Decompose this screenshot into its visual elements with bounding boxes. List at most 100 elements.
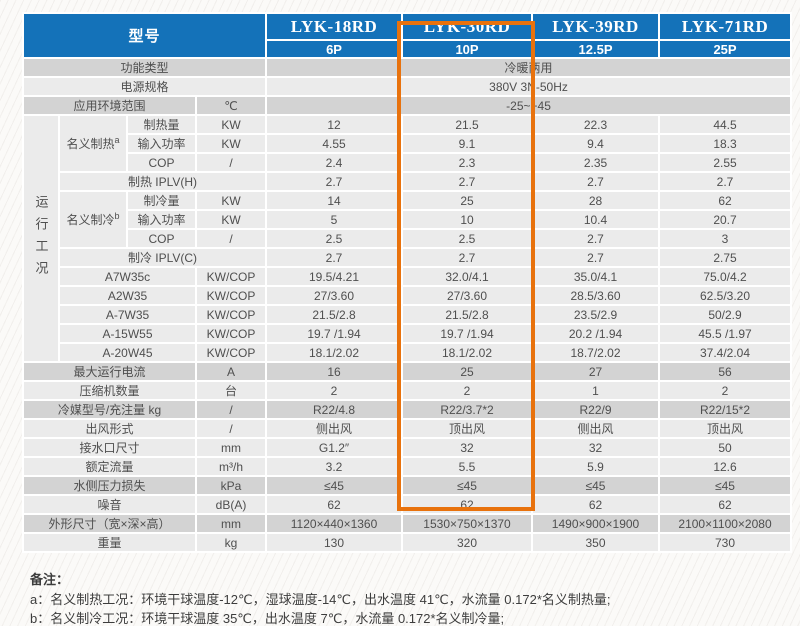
cell-value: 50 [658, 437, 793, 458]
row-unit: KW [194, 114, 268, 135]
row-label: 最大运行电流 [22, 361, 197, 382]
row-heat-input-power: 输入功率 KW 4.55 9.1 9.4 18.3 [23, 133, 793, 154]
row-label: 冷媒型号/充注量 kg [22, 399, 197, 420]
cell-value: 32 [531, 437, 661, 458]
row-label: 电源规格 [21, 76, 268, 97]
row-label: 水侧压力损失 [22, 475, 197, 496]
row-unit: / [194, 418, 268, 439]
cell-value: 10 [401, 209, 534, 230]
cell-value: 2.75 [658, 247, 793, 268]
cell-value: 10.4 [531, 209, 661, 230]
row-label: 制冷 IPLV(C) [57, 247, 268, 268]
row-label: 外形尺寸（宽×深×高） [22, 513, 197, 534]
cell-value: 2100×1100×2080 [658, 513, 793, 534]
remark-line-b: b：名义制冷工况：环境干球温度 35℃，出水温度 7℃，水流量 0.172*名义… [30, 611, 505, 626]
row-a2w35: A2W35 KW/COP 27/3.60 27/3.60 28.5/3.60 6… [23, 285, 793, 306]
cell-value: 顶出风 [658, 418, 793, 439]
col-header-lyk-30rd: LYK-30RD [401, 12, 534, 41]
cell-value: 25 [401, 361, 534, 382]
group-nominal-heating: 名义制热a [58, 114, 128, 173]
col-header-lyk-39rd: LYK-39RD [531, 12, 661, 41]
group-nominal-cooling: 名义制冷b [58, 190, 128, 249]
row-a-7w35: A-7W35 KW/COP 21.5/2.8 21.5/2.8 23.5/2.9… [23, 304, 793, 325]
model-header-label: 型号 [21, 12, 268, 59]
cell-value: 2.7 [531, 171, 661, 192]
row-unit: m³/h [194, 456, 268, 477]
row-unit: KW/COP [194, 304, 268, 325]
group-label-text: 名义制热 [66, 137, 115, 151]
cell-value: 62 [401, 494, 534, 515]
cell-value: 27/3.60 [401, 285, 534, 306]
col-header-lyk-71rd: LYK-71RD [658, 12, 793, 41]
cell-value: 2.55 [658, 152, 793, 173]
row-air-outlet: 出风形式 / 侧出风 顶出风 侧出风 顶出风 [22, 418, 793, 439]
row-label: A7W35c [58, 266, 197, 287]
cell-value: R22/15*2 [658, 399, 793, 420]
cell-value: 5.9 [531, 456, 661, 477]
row-unit: KW [194, 133, 268, 154]
remark-line-a: a：名义制热工况：环境干球温度-12℃，湿球温度-14℃，出水温度 41℃，水流… [30, 592, 611, 607]
cell-value: R22/9 [531, 399, 661, 420]
operating-conditions-side-label: 运行工况 [22, 114, 60, 363]
cell-value: 2.5 [401, 228, 534, 249]
cell-value: 12 [265, 114, 404, 135]
remarks-title: 备注： [30, 572, 70, 587]
row-label: 功能类型 [21, 57, 268, 78]
row-max-current: 最大运行电流 A 16 25 27 56 [22, 361, 793, 382]
row-label: A-20W45 [58, 342, 197, 363]
cell-value: 16 [265, 361, 404, 382]
cell-value: 27 [531, 361, 661, 382]
row-power-spec: 电源规格 380V 3N-50Hz [21, 76, 793, 97]
cell-value: 9.4 [531, 133, 661, 154]
cell-value: 50/2.9 [658, 304, 793, 325]
row-unit: ℃ [194, 95, 268, 116]
cell-value: 2.7 [531, 228, 661, 249]
cell-value: 3.2 [265, 456, 404, 477]
cell-value: 350 [531, 532, 661, 553]
cell-value: 62 [658, 494, 793, 515]
cell-value: ≤45 [531, 475, 661, 496]
cell-value: 4.55 [265, 133, 404, 154]
cell-value: 25 [401, 190, 534, 211]
cell-value: 2 [401, 380, 534, 401]
hp-cell: 10P [401, 39, 534, 59]
row-noise: 噪音 dB(A) 62 62 62 62 [22, 494, 793, 515]
group-label-text: 名义制冷 [66, 213, 115, 227]
cell-value: 2.7 [401, 247, 534, 268]
cell-value: 12.6 [658, 456, 793, 477]
row-a-15w55: A-15W55 KW/COP 19.7 /1.94 19.7 /1.94 20.… [23, 323, 793, 344]
cell-value: 2.3 [401, 152, 534, 173]
row-label: A-15W55 [58, 323, 197, 344]
row-unit: A [194, 361, 268, 382]
cell-value: 45.5 /1.97 [658, 323, 793, 344]
row-value: 冷暖两用 [265, 57, 793, 78]
row-cool-cop: COP / 2.5 2.5 2.7 3 [23, 228, 793, 249]
cell-value: 32.0/4.1 [401, 266, 534, 287]
row-label: 应用环境范围 [22, 95, 197, 116]
cell-value: 侧出风 [531, 418, 661, 439]
cell-value: 18.1/2.02 [401, 342, 534, 363]
row-cool-input-power: 输入功率 KW 5 10 10.4 20.7 [23, 209, 793, 230]
cell-value: 2.7 [658, 171, 793, 192]
row-label: 压缩机数量 [22, 380, 197, 401]
row-unit: 台 [194, 380, 268, 401]
row-refrigerant: 冷媒型号/充注量 kg / R22/4.8 R22/3.7*2 R22/9 R2… [22, 399, 793, 420]
row-unit: / [194, 399, 268, 420]
page: 型号 LYK-18RD LYK-30RD LYK-39RD LYK-71RD 6… [0, 12, 800, 626]
row-heat-capacity: 运行工况 名义制热a 制热量 KW 12 21.5 22.3 44.5 [22, 114, 793, 363]
cell-value: 28 [531, 190, 661, 211]
cell-value: 20.7 [658, 209, 793, 230]
cell-value: 9.1 [401, 133, 534, 154]
group-label-sup: b [114, 211, 120, 221]
cell-value: 23.5/2.9 [531, 304, 661, 325]
row-unit: KW [194, 190, 268, 211]
row-water-port: 接水口尺寸 mm G1.2″ 32 32 50 [22, 437, 793, 458]
row-a7w35c: A7W35c KW/COP 19.5/4.21 32.0/4.1 35.0/4.… [23, 266, 793, 287]
cell-value: 730 [658, 532, 793, 553]
cell-value: 2.7 [265, 171, 404, 192]
row-unit: mm [194, 513, 268, 534]
cell-value: 44.5 [658, 114, 793, 135]
cell-value: 62 [658, 190, 793, 211]
row-label: 制冷量 [126, 190, 197, 211]
col-header-lyk-18rd: LYK-18RD [265, 12, 404, 41]
